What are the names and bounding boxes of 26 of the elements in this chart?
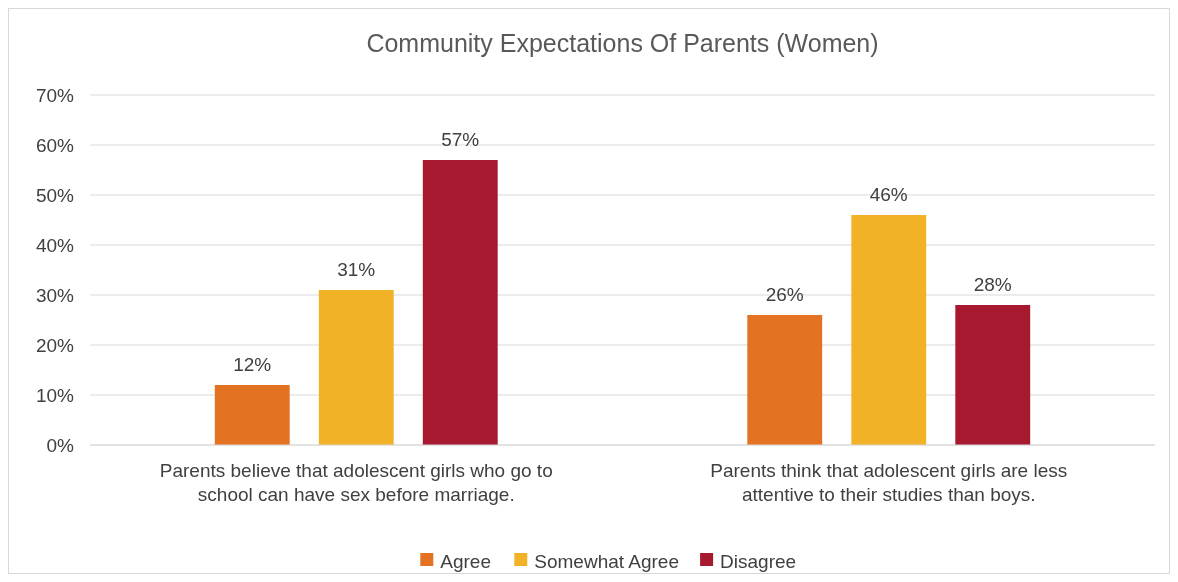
bar [955, 305, 1031, 445]
y-tick-label: 70% [35, 84, 75, 106]
legend-label: Somewhat Agree [534, 550, 679, 572]
y-tick-label: 0% [46, 434, 75, 456]
x-tick-label: Parents believe that adolescent girls who go to school can have sex before marriage. [159, 460, 553, 505]
x-tick-label: Parents think that adolescent girls are less attentive to their studies than boys. [710, 460, 1068, 505]
chart-title: Community Expectations Of Parents (Women) [366, 29, 879, 57]
data-label: 31% [337, 259, 376, 280]
legend-label: Agree [440, 550, 491, 572]
y-tick-label: 10% [35, 384, 75, 406]
y-tick-label: 20% [35, 334, 75, 356]
data-label: 46% [869, 184, 908, 205]
y-tick-label: 30% [35, 284, 75, 306]
y-tick-label: 40% [35, 234, 75, 256]
legend-label: Disagree [720, 550, 797, 572]
data-label: 57% [441, 129, 480, 150]
y-tick-label: 60% [35, 134, 75, 156]
data-label: 26% [765, 284, 804, 305]
data-label: 12% [233, 354, 272, 375]
bar [214, 385, 290, 445]
data-label: 28% [973, 274, 1012, 295]
bar [747, 315, 823, 445]
bar [422, 160, 498, 445]
bar [851, 215, 927, 445]
y-tick-label: 50% [35, 184, 75, 206]
bar [318, 290, 394, 445]
